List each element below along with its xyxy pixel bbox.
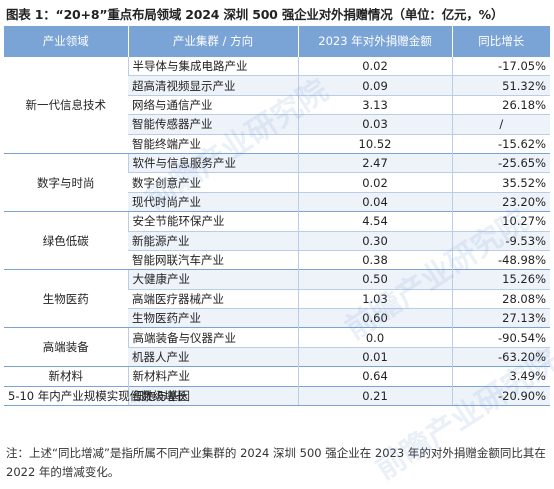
field-cell: 生物医药 [4,269,128,328]
header-growth: 同比增长 [451,26,550,57]
cluster-cell: 生物医药产业 [128,308,298,328]
field-cell: 新一代信息技术 [4,56,128,154]
cluster-cell: 安全节能环保产业 [127,211,298,232]
cluster-cell: 超高清视频显示产业 [128,75,298,96]
footnote: 注：上述“同比增减”是指所属不同产业集群的 2024 深圳 500 强企业在 2… [6,446,546,479]
header-amount: 2023 年对外捐赠金额 [297,26,452,57]
figure-title: 图表 1：“20+8”重点布局领域 2024 深圳 500 强企业对外捐赠情况（… [6,7,504,22]
growth-cell: -9.53% [451,230,550,251]
growth-cell: 3.49% [451,366,550,387]
table-row: 智能传感器产业 0.03/ [4,114,550,135]
table-body: 新一代信息技术 半导体与集成电路产业 0.02 -17.05% 超高清视频显示产业 0.0… [4,55,550,407]
amount-cell: 4.54 [297,211,452,232]
donation-table: 产业领域 产业集群 / 方向 2023 年对外捐赠金额 同比增长 新一代信息技术… [4,26,550,407]
cluster-cell: 半导体与集成电路产业 [127,55,298,76]
field-cell: 绿色低碳 [4,211,128,270]
amount-cell: 1.03 [297,288,452,309]
amount-cell: 0.50 [297,269,452,290]
table-row: 新材料 新材料产业 0.64 3.49% [4,366,550,387]
table-row: 智能网联汽车产业 0.38 -48.98% [4,249,550,270]
table-row: 数字与时尚 软件与信息服务产业 2.47 -25.65% [4,152,550,212]
amount-cell: 2.47 [297,152,452,173]
header-field: 产业领域 [4,26,128,57]
growth-cell: -17.05% [451,55,550,76]
table-row: 生物医药产业 0.60 27.13% [4,308,550,328]
table-row: 新能源产业 0.30 -9.53% [4,230,550,251]
cluster-cell: 机器人产业 [128,346,298,367]
field-cell: 5-10 年内产业规模实现倍数级增长 [4,385,187,407]
cluster-cell: 高端医疗器械产业 [128,288,298,309]
table-row: 新一代信息技术 半导体与集成电路产业 0.02 -17.05% [4,55,550,154]
table-row: 5-10 年内产业规模实现倍数级增长 细胞与基因 0.21 -20.90% [4,385,550,407]
amount-cell: 0.04 [297,191,452,212]
table-row: 网络与通信产业 3.13 26.18% [4,94,550,115]
field-cell: 数字与时尚 [4,152,128,212]
amount-cell: 0.02 [297,55,452,76]
amount-cell: 0.03 [297,114,452,135]
growth-cell: 15.26% [451,269,550,290]
cluster-cell: 新能源产业 [128,230,298,251]
growth-cell: / [451,114,550,135]
table-row: 超高清视频显示产业 0.09 51.32% [4,75,550,96]
growth-cell: -20.90% [451,385,550,407]
cluster-cell: 智能传感器产业 [128,114,298,135]
table-row: 数字创意产业 0.02 35.52% [4,172,550,193]
growth-cell: 28.08% [451,288,550,309]
growth-cell: 51.32% [451,75,550,96]
table-row: 智能终端产业 10.52 -15.62% [4,133,550,154]
table-row: 机器人产业 0.01 -63.20% [4,346,550,367]
cluster-cell: 智能网联汽车产业 [128,249,298,270]
growth-cell: 35.52% [451,172,550,193]
cluster-cell: 数字创意产业 [128,172,298,193]
cluster-cell: 细胞与基因 [127,385,298,407]
field-cell: 新材料 [4,366,128,387]
cluster-cell: 智能终端产业 [128,133,298,154]
header-row: 产业领域 产业集群 / 方向 2023 年对外捐赠金额 同比增长 [4,26,550,57]
amount-cell: 0.60 [297,308,452,328]
cluster-cell: 现代时尚产业 [128,191,298,212]
table-row: 高端装备 高端装备与仪器产业 0.0 -90.54% [4,327,550,367]
amount-cell: 0.30 [297,230,452,251]
amount-cell: 0.01 [297,346,452,367]
cluster-cell: 大健康产业 [127,269,298,290]
amount-cell: 0.0 [297,327,452,348]
header-cluster: 产业集群 / 方向 [127,26,298,57]
amount-cell: 0.09 [297,75,452,96]
growth-cell: 27.13% [451,308,550,328]
growth-cell: -63.20% [451,346,550,367]
table-row: 绿色低碳 安全节能环保产业 4.54 10.27% [4,211,550,270]
amount-cell: 3.13 [297,94,452,115]
table-row: 高端医疗器械产业 1.03 28.08% [4,288,550,309]
growth-cell: 26.18% [451,94,550,115]
amount-cell: 0.64 [297,366,452,387]
amount-cell: 0.21 [297,385,452,407]
table-row: 生物医药 大健康产业 0.50 15.26% [4,269,550,328]
field-cell: 高端装备 [4,327,128,367]
cluster-cell: 软件与信息服务产业 [127,152,298,173]
amount-cell: 0.38 [297,249,452,270]
amount-cell: 0.02 [297,172,452,193]
cluster-cell: 高端装备与仪器产业 [127,327,298,348]
amount-cell: 10.52 [297,133,452,154]
growth-cell: -15.62% [451,133,550,154]
growth-cell: 23.20% [451,191,550,212]
growth-cell: -48.98% [451,249,550,270]
growth-cell: -90.54% [451,327,550,348]
table-row: 现代时尚产业 0.04 23.20% [4,191,550,212]
growth-cell: -25.65% [451,152,550,173]
cluster-cell: 网络与通信产业 [128,94,298,115]
growth-cell: 10.27% [451,211,550,232]
cluster-cell: 新材料产业 [127,366,298,387]
